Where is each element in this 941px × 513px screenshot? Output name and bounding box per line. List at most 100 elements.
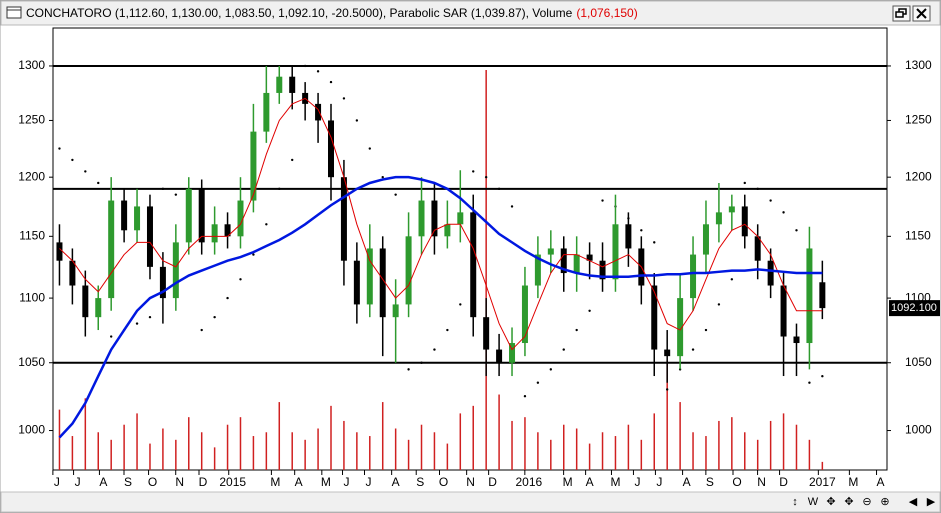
candle-body: [69, 260, 76, 286]
sar-dot: [200, 328, 203, 332]
candle-body: [754, 236, 761, 261]
x-tick-label: J: [656, 475, 662, 489]
candle-body: [95, 298, 102, 318]
x-tick-label: S: [416, 475, 424, 489]
toolbar-button[interactable]: ↕: [792, 496, 798, 508]
sar-dot: [84, 170, 87, 173]
x-tick-label: A: [586, 475, 594, 489]
candle-body: [651, 285, 658, 350]
x-tick-label: 2015: [219, 475, 246, 489]
toolbar-button[interactable]: ✥: [844, 496, 853, 508]
candle-body: [702, 224, 709, 255]
sar-dot: [536, 381, 540, 384]
sar-dot: [691, 348, 695, 351]
x-tick-label: D: [199, 475, 208, 489]
candle-body: [159, 266, 166, 299]
candle-body: [237, 200, 244, 237]
sar-dot: [549, 368, 553, 371]
candle-body: [715, 212, 722, 225]
sar-dot: [575, 328, 578, 332]
x-tick-label: J: [344, 475, 350, 489]
sar-dot: [472, 170, 475, 173]
x-tick-label: A: [877, 475, 885, 489]
candle-body: [728, 206, 735, 213]
candle-body: [677, 298, 684, 357]
close-button[interactable]: [912, 5, 931, 22]
toolbar-button[interactable]: ⊖: [862, 496, 871, 508]
candle-body: [172, 242, 179, 299]
x-tick-label: O: [732, 475, 741, 489]
sar-dot: [601, 199, 604, 202]
candle-body: [379, 248, 386, 318]
candle-body: [289, 76, 296, 93]
candle-body: [573, 254, 580, 274]
sar-dot: [588, 309, 591, 312]
sar-dot: [278, 187, 281, 191]
candle-body: [418, 200, 425, 237]
x-tick-label: D: [779, 475, 788, 489]
sar-dot: [523, 395, 527, 398]
plot-area: [52, 27, 888, 471]
x-tick-label: S: [124, 475, 132, 489]
y-tick-label: 1050: [18, 355, 45, 369]
restore-button[interactable]: [892, 5, 911, 22]
candle-body: [444, 224, 451, 237]
toolbar-button[interactable]: ▶: [927, 496, 936, 508]
x-tick-label: M: [563, 475, 573, 489]
moving-average: [58, 175, 823, 439]
x-tick-label: M: [321, 475, 331, 489]
sar-dot: [329, 80, 333, 84]
sar-dot: [148, 315, 152, 319]
candle-body: [56, 242, 63, 261]
window-icon: [6, 6, 22, 19]
candle-body: [496, 349, 503, 363]
toolbar-button[interactable]: ✥: [826, 496, 835, 508]
y-tick-label-right: 1050: [905, 355, 932, 369]
sar-dot: [291, 158, 294, 162]
scroll-bar: [0, 491, 941, 513]
sar-dot: [109, 335, 113, 338]
sar-dot: [756, 187, 759, 191]
x-tick-label: J: [54, 475, 60, 489]
sar-dot: [71, 158, 74, 162]
candle-body: [457, 212, 464, 225]
candle-body: [780, 285, 787, 337]
y-tick-label: 1200: [18, 169, 45, 183]
chart-title: CONCHATORO (1,112.60, 1,130.00, 1,083.50…: [26, 6, 638, 20]
candle-body: [121, 200, 128, 231]
candle-body: [146, 206, 153, 267]
sar-dot: [562, 348, 565, 351]
toolbar-button[interactable]: W: [808, 496, 819, 508]
y-tick-label-right: 1200: [905, 169, 932, 183]
toolbar-button[interactable]: ◀: [909, 496, 918, 508]
sar-dot: [497, 187, 501, 191]
candle-body: [211, 224, 218, 243]
candle-body: [250, 131, 257, 201]
candle-body: [431, 200, 438, 237]
x-tick-label: 2016: [515, 475, 542, 489]
sar-dot: [459, 303, 462, 306]
sar-dot: [446, 328, 449, 332]
candle-body: [405, 236, 412, 305]
candle-body: [612, 224, 619, 280]
sar-dot: [730, 278, 734, 281]
y-tick-label: 1100: [19, 290, 45, 304]
sar-dot: [769, 199, 772, 202]
sar-dot: [97, 181, 100, 185]
candle-body: [134, 206, 141, 231]
sar-dot: [484, 175, 488, 179]
candle-body: [82, 285, 89, 318]
sar-dot: [808, 381, 811, 384]
candle-body: [560, 248, 567, 274]
x-tick-label: N: [175, 475, 184, 489]
candle-body: [276, 76, 283, 93]
sar-dot: [252, 253, 255, 256]
x-tick-label: M: [610, 475, 620, 489]
x-tick-label: N: [757, 475, 766, 489]
sar-dot: [743, 181, 746, 185]
sar-dot: [381, 175, 384, 179]
candle-body: [741, 206, 748, 237]
candle-body: [509, 343, 516, 363]
toolbar-button[interactable]: ⊕: [880, 496, 889, 508]
sar-dot: [717, 303, 721, 306]
